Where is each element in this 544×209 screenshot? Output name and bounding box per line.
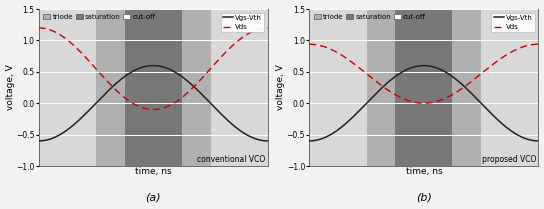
- Bar: [453, 9, 481, 166]
- Bar: [309, 9, 367, 166]
- Text: (b): (b): [416, 192, 432, 203]
- Bar: [182, 9, 211, 166]
- Bar: [96, 9, 125, 166]
- Legend: Vgs-Vth, Vds: Vgs-Vth, Vds: [221, 13, 264, 32]
- Bar: [39, 9, 96, 166]
- Bar: [367, 9, 395, 166]
- X-axis label: time, ns: time, ns: [405, 167, 442, 176]
- Bar: [395, 9, 453, 166]
- Bar: [125, 9, 182, 166]
- Text: (a): (a): [145, 192, 161, 203]
- Bar: [481, 9, 539, 166]
- Y-axis label: voltage, V: voltage, V: [276, 65, 285, 110]
- Text: conventional VCO: conventional VCO: [197, 155, 265, 164]
- X-axis label: time, ns: time, ns: [135, 167, 171, 176]
- Y-axis label: voltage, V: voltage, V: [5, 65, 15, 110]
- Bar: [211, 9, 268, 166]
- Text: proposed VCO: proposed VCO: [482, 155, 536, 164]
- Legend: Vgs-Vth, Vds: Vgs-Vth, Vds: [491, 13, 535, 32]
